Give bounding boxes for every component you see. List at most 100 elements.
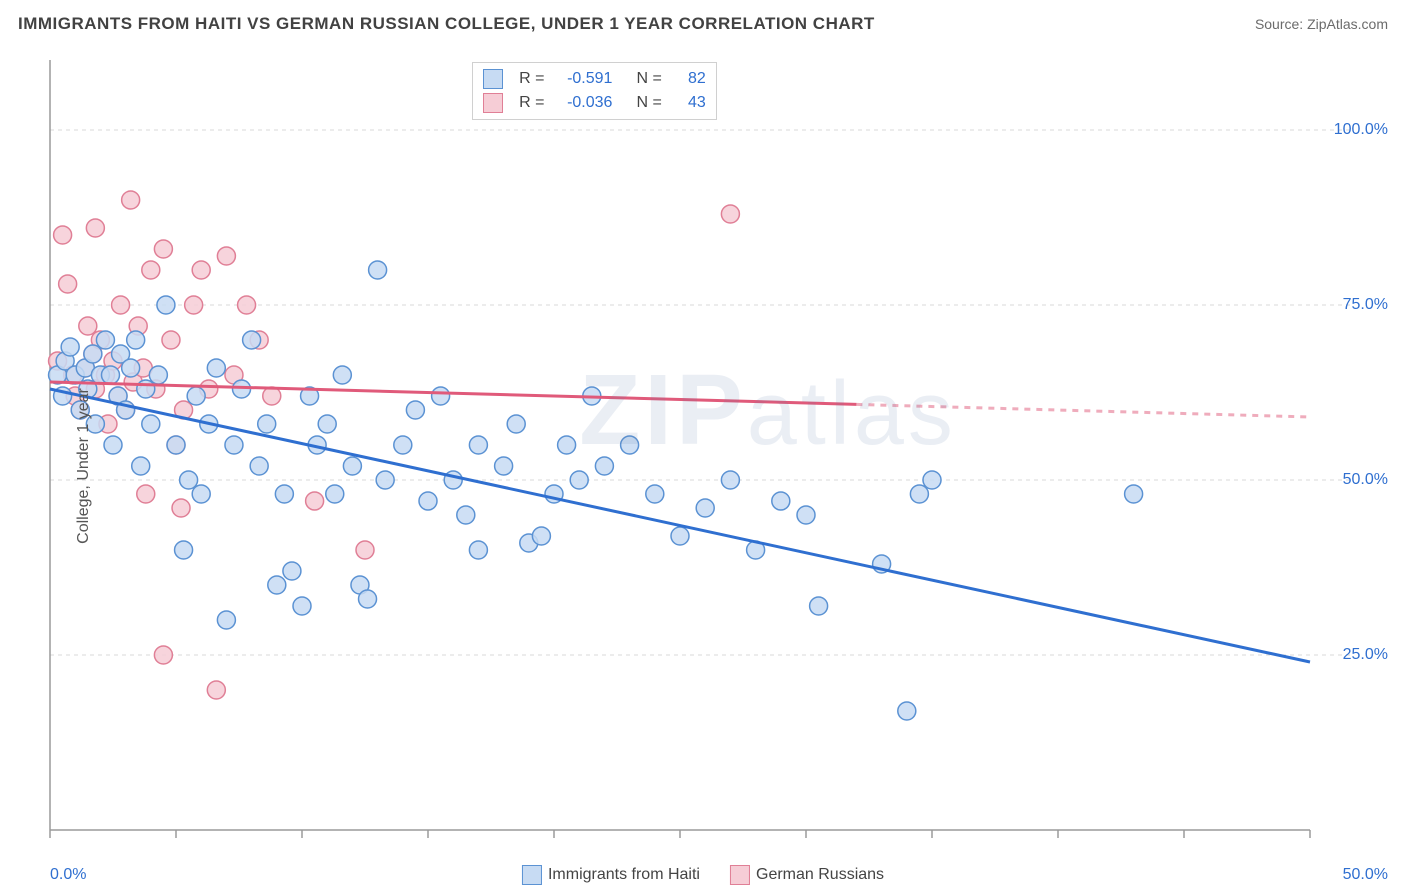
haiti-point bbox=[457, 506, 475, 524]
haiti-point bbox=[432, 387, 450, 405]
haiti-point bbox=[217, 611, 235, 629]
legend-item-haiti: Immigrants from Haiti bbox=[522, 865, 700, 885]
haiti-point bbox=[132, 457, 150, 475]
haiti-point bbox=[910, 485, 928, 503]
haiti-point bbox=[1125, 485, 1143, 503]
haiti-point bbox=[595, 457, 613, 475]
haiti-point bbox=[507, 415, 525, 433]
german-point bbox=[356, 541, 374, 559]
legend-swatch bbox=[522, 865, 542, 885]
x-axis-min-label: 0.0% bbox=[50, 866, 86, 884]
haiti-point bbox=[149, 366, 167, 384]
german-point bbox=[207, 681, 225, 699]
german-point bbox=[142, 261, 160, 279]
german-point bbox=[154, 240, 172, 258]
legend-r-value: -0.591 bbox=[554, 70, 612, 88]
x-axis-footer: 0.0% Immigrants from HaitiGerman Russian… bbox=[0, 858, 1406, 892]
legend-swatch bbox=[730, 865, 750, 885]
haiti-point bbox=[275, 485, 293, 503]
legend-n-value: 43 bbox=[672, 94, 706, 112]
haiti-point bbox=[721, 471, 739, 489]
haiti-point bbox=[797, 506, 815, 524]
haiti-point bbox=[187, 387, 205, 405]
haiti-point bbox=[333, 366, 351, 384]
y-tick-label: 50.0% bbox=[1343, 471, 1388, 489]
haiti-point bbox=[696, 499, 714, 517]
legend-r-value: -0.036 bbox=[554, 94, 612, 112]
chart-title: IMMIGRANTS FROM HAITI VS GERMAN RUSSIAN … bbox=[18, 14, 875, 34]
haiti-point bbox=[359, 590, 377, 608]
german-point bbox=[238, 296, 256, 314]
haiti-point bbox=[243, 331, 261, 349]
haiti-point bbox=[258, 415, 276, 433]
german-regression-line bbox=[50, 382, 856, 404]
haiti-point bbox=[318, 415, 336, 433]
german-point bbox=[172, 499, 190, 517]
y-tick-label: 100.0% bbox=[1334, 121, 1388, 139]
haiti-point bbox=[84, 345, 102, 363]
haiti-point bbox=[772, 492, 790, 510]
series-legend: Immigrants from HaitiGerman Russians bbox=[522, 865, 884, 885]
haiti-point bbox=[419, 492, 437, 510]
legend-row-haiti: R =-0.591N =82 bbox=[483, 67, 706, 91]
haiti-point bbox=[376, 471, 394, 489]
haiti-point bbox=[283, 562, 301, 580]
haiti-point bbox=[326, 485, 344, 503]
haiti-point bbox=[61, 338, 79, 356]
haiti-point bbox=[127, 331, 145, 349]
haiti-point bbox=[137, 380, 155, 398]
legend-n-value: 82 bbox=[672, 70, 706, 88]
haiti-point bbox=[101, 366, 119, 384]
german-point bbox=[122, 191, 140, 209]
source-value: ZipAtlas.com bbox=[1307, 16, 1388, 32]
haiti-point bbox=[343, 457, 361, 475]
haiti-point bbox=[250, 457, 268, 475]
german-point bbox=[86, 219, 104, 237]
haiti-point bbox=[469, 541, 487, 559]
german-point bbox=[217, 247, 235, 265]
haiti-point bbox=[142, 415, 160, 433]
legend-row-german: R =-0.036N =43 bbox=[483, 91, 706, 115]
haiti-point bbox=[175, 541, 193, 559]
y-tick-label: 75.0% bbox=[1343, 296, 1388, 314]
legend-r-label: R = bbox=[519, 70, 544, 88]
source-credit: Source: ZipAtlas.com bbox=[1255, 16, 1388, 32]
haiti-point bbox=[268, 576, 286, 594]
y-axis-label: College, Under 1 year bbox=[75, 388, 93, 544]
legend-n-label: N = bbox=[636, 94, 661, 112]
german-point bbox=[59, 275, 77, 293]
haiti-point bbox=[671, 527, 689, 545]
haiti-point bbox=[810, 597, 828, 615]
chart-area: College, Under 1 year 25.0% 50.0% 75.0% 100… bbox=[0, 40, 1406, 892]
source-label: Source: bbox=[1255, 16, 1307, 32]
haiti-point bbox=[207, 359, 225, 377]
haiti-point bbox=[621, 436, 639, 454]
german-point bbox=[306, 492, 324, 510]
haiti-point bbox=[570, 471, 588, 489]
haiti-point bbox=[104, 436, 122, 454]
haiti-point bbox=[532, 527, 550, 545]
haiti-point bbox=[898, 702, 916, 720]
haiti-regression-line bbox=[50, 389, 1310, 662]
german-point bbox=[154, 646, 172, 664]
legend-swatch bbox=[483, 93, 503, 113]
x-axis-max-label: 50.0% bbox=[1343, 866, 1388, 884]
german-point bbox=[79, 317, 97, 335]
haiti-point bbox=[558, 436, 576, 454]
haiti-point bbox=[157, 296, 175, 314]
scatter-plot bbox=[0, 40, 1406, 892]
german-point bbox=[162, 331, 180, 349]
y-tick-label: 25.0% bbox=[1343, 646, 1388, 664]
german-point bbox=[112, 296, 130, 314]
haiti-point bbox=[394, 436, 412, 454]
german-point bbox=[137, 485, 155, 503]
haiti-point bbox=[495, 457, 513, 475]
haiti-point bbox=[233, 380, 251, 398]
german-point bbox=[185, 296, 203, 314]
german-point bbox=[192, 261, 210, 279]
haiti-point bbox=[406, 401, 424, 419]
german-regression-line-dashed bbox=[856, 404, 1310, 417]
haiti-point bbox=[293, 597, 311, 615]
haiti-point bbox=[646, 485, 664, 503]
haiti-point bbox=[369, 261, 387, 279]
